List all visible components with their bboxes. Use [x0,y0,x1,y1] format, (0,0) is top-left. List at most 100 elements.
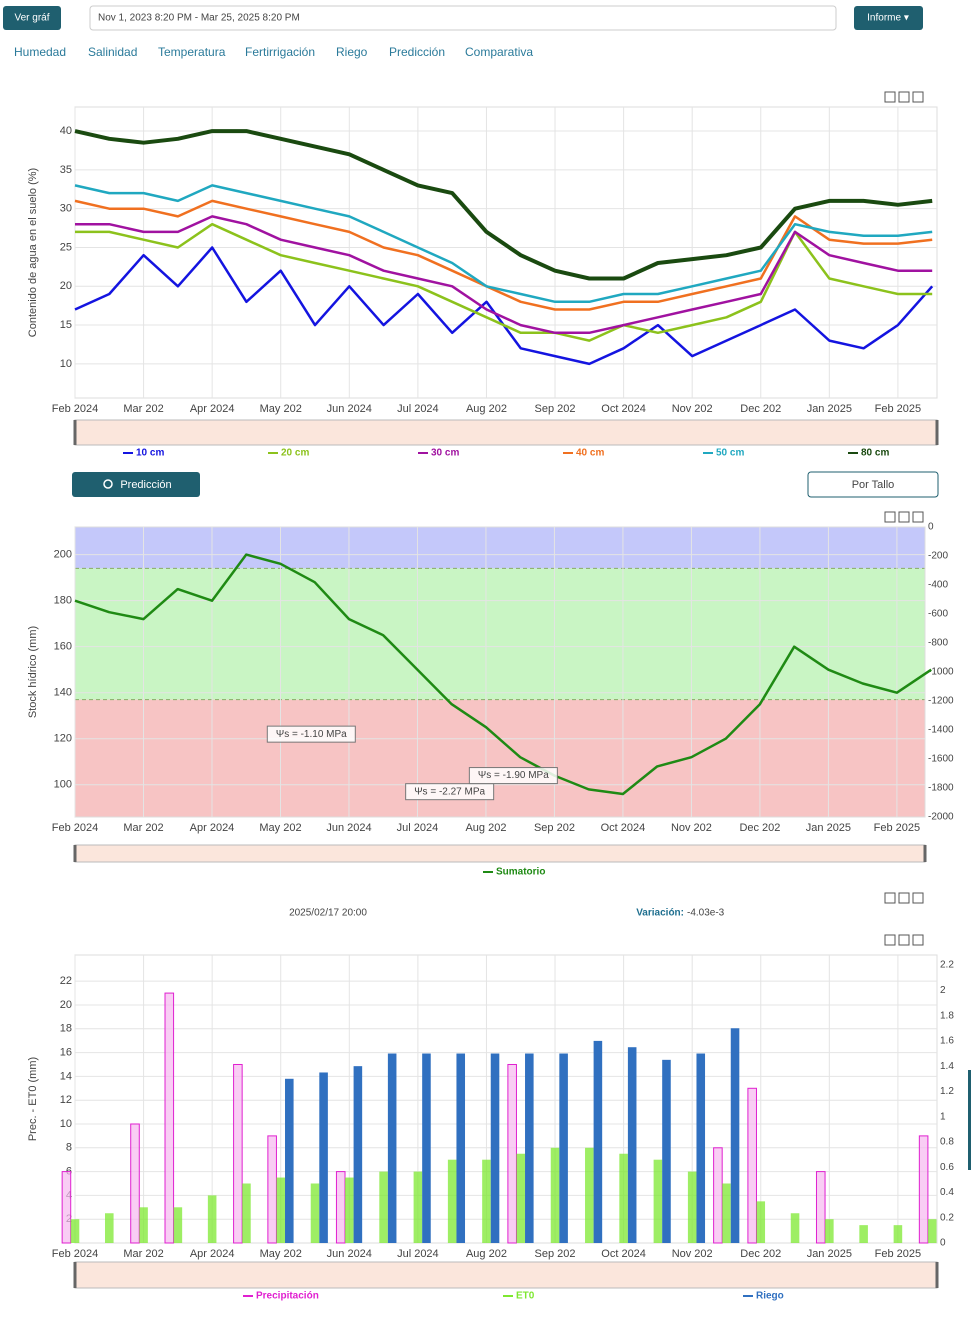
legend-label[interactable]: 30 cm [431,448,459,459]
by-stem-button-label[interactable]: Por Tallo [852,479,895,491]
bar [516,1153,526,1243]
y2-tick-label: 1.8 [940,1010,954,1021]
report-button[interactable] [854,6,923,30]
bar [387,1053,397,1243]
y-tick-label: 35 [60,164,72,176]
bar [105,1213,114,1243]
bar [696,1053,706,1243]
y2-tick-label: -800 [928,638,948,649]
x-tick-label: Dec 202 [739,822,780,834]
date-range[interactable] [89,5,837,31]
bar [233,1063,243,1244]
bar [507,1063,517,1244]
bar [447,1159,457,1243]
x-tick-label: Apr 2024 [190,403,235,415]
y-tick-label: 30 [60,203,72,215]
date-range-text[interactable]: Nov 1, 2023 8:20 PM - Mar 25, 2025 8:20 … [98,13,300,24]
bar [482,1159,491,1243]
navigator [74,844,926,863]
y-tick-label: 100 [54,779,72,791]
x-tick-label: Feb 2024 [52,403,98,415]
tab[interactable]: Fertirrigación [245,45,315,59]
legend-label[interactable]: Riego [756,1291,784,1302]
by-stem-button[interactable] [807,471,939,498]
annotation-box [405,783,495,801]
prediction-button-label[interactable]: Predicción [120,479,171,491]
tab[interactable]: Riego [336,45,368,59]
legend-label[interactable]: Sumatorio [496,867,545,878]
x-tick-label: Nov 202 [672,403,713,415]
bar [730,1028,740,1243]
bar [722,1183,731,1243]
bar [490,1053,500,1243]
y-tick-label: 40 [60,125,72,137]
y2-tick-label: 0.2 [940,1212,954,1223]
x-tick-label: Mar 202 [123,403,163,415]
x-tick-label: Oct 2024 [601,403,646,415]
x-tick-label: Jul 2024 [397,403,439,415]
x-tick-label: May 202 [259,822,301,834]
bar [242,1183,251,1243]
x-tick-label: Feb 2024 [52,822,98,834]
series-line [74,199,933,311]
bar [559,1053,568,1243]
x-tick-label: Sep 202 [534,822,575,834]
tab[interactable]: Comparativa [465,45,533,59]
y-axis-title: Stock hídrico (mm) [27,626,39,718]
toolbar-icon [912,91,924,103]
bar [662,1059,671,1243]
x-tick-label: Jan 2025 [807,1248,852,1260]
y-tick-label: 180 [54,595,72,607]
plot-area [74,954,938,1244]
x-tick-label: Feb 2025 [875,403,921,415]
y2-tick-label: -1600 [928,754,954,765]
tab[interactable]: Salinidad [88,45,137,59]
legend-label[interactable]: Precipitación [256,1291,319,1302]
legend-label[interactable]: 10 cm [136,448,164,459]
view-button-label[interactable]: Ver gráf [14,13,49,24]
bar [825,1219,834,1243]
bar [585,1147,594,1243]
bar [310,1183,320,1243]
tab[interactable]: Temperatura [158,45,226,59]
report-button-label[interactable]: Informe ▾ [867,13,909,24]
y-axis-title: Prec. - ET0 (mm) [27,1057,39,1141]
bar [653,1159,663,1243]
y-tick-label: 18 [60,1023,72,1035]
bar [893,1225,903,1243]
y-axis-title: Contenido de agua en el suelo (%) [27,168,39,337]
band [75,699,925,817]
legend-label[interactable]: 80 cm [861,448,889,459]
x-tick-label: Dec 202 [740,1248,781,1260]
view-button[interactable] [3,6,61,30]
y-tick-label: 160 [54,641,72,653]
toolbar-icon [898,511,910,523]
annotation: Ψs = -1.10 MPa [276,729,347,740]
tab[interactable]: Humedad [14,45,66,59]
band [75,568,925,700]
tab[interactable]: Predicción [389,45,445,59]
x-tick-label: Aug 202 [465,822,506,834]
legend-label[interactable]: ET0 [516,1291,535,1302]
legend-label[interactable]: 40 cm [576,448,604,459]
y2-tick-label: 0.4 [940,1187,954,1198]
bar [379,1171,388,1243]
legend-label[interactable]: 50 cm [716,448,744,459]
bar [525,1053,534,1243]
y-tick-label: 20 [60,999,72,1011]
toolbar-icon [912,892,924,904]
x-tick-label: Apr 2024 [190,1248,235,1260]
x-tick-label: Nov 202 [672,1248,713,1260]
y-tick-label: 140 [54,687,72,699]
x-tick-label: Mar 202 [123,822,163,834]
bar [790,1213,800,1243]
annotation-box [266,725,356,743]
bar [285,1078,294,1243]
prediction-button[interactable] [72,472,200,497]
y-tick-label: 15 [60,319,72,331]
x-tick-label: May 202 [260,403,302,415]
y2-tick-label: -1400 [928,725,954,736]
legend-label[interactable]: 20 cm [281,448,309,459]
bar [422,1053,431,1243]
bar [207,1195,217,1243]
